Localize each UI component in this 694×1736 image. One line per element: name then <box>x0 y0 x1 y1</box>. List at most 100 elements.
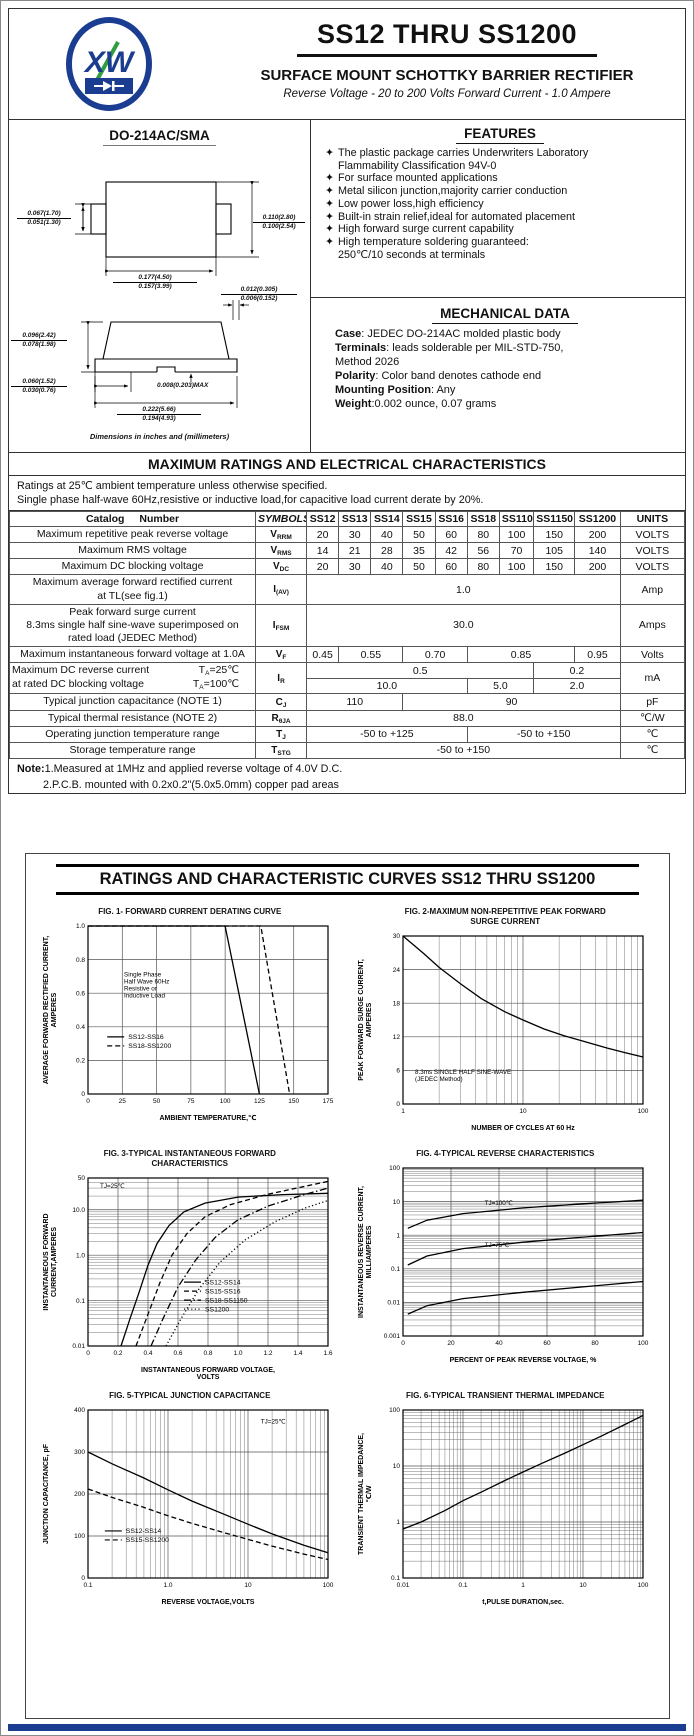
svg-text:1.6: 1.6 <box>323 1350 332 1357</box>
series-TJ=75℃ <box>407 1231 644 1266</box>
table-header-cell: SS1200 <box>574 511 621 528</box>
svg-text:0.2: 0.2 <box>76 1058 85 1065</box>
table-cell: Amp <box>619 574 686 605</box>
table-cell: 200 <box>574 526 621 544</box>
svg-text:1.0: 1.0 <box>76 923 85 930</box>
svg-text:SS12-SS16: SS12-SS16 <box>128 1034 164 1041</box>
table-header-row: Catalog Number SYMBOLS SS12 SS13 SS14 SS15 SS1… <box>8 511 686 528</box>
figure-caption: FIG. 5-TYPICAL JUNCTION CAPACITANCE <box>109 1391 271 1400</box>
table-cell: 0.45 <box>306 646 340 664</box>
title-rule <box>297 54 597 57</box>
table-cell: 0.70 <box>402 646 468 664</box>
svg-text:0.8: 0.8 <box>76 957 85 964</box>
header: XW SS12 THRU SS1200 SURFACE MOUNT SCHOTT… <box>9 9 685 120</box>
table-cell: ℃ <box>619 741 686 759</box>
ratings-table: Catalog Number SYMBOLS SS12 SS13 SS14 SS15 SS1… <box>8 511 686 759</box>
svg-text:TJ=75℃: TJ=75℃ <box>485 1242 510 1249</box>
features-list: ✦ The plastic package carries Underwriter… <box>325 147 675 262</box>
svg-text:100: 100 <box>638 1582 649 1589</box>
svg-text:1: 1 <box>397 1519 401 1526</box>
series-SS12-SS16 <box>87 925 260 1095</box>
dim-body-height: 0.110(2.80) 0.100(2.54) <box>253 214 305 231</box>
svg-text:200: 200 <box>74 1491 85 1498</box>
table-cell: VRRM <box>255 526 308 544</box>
table-cell: 70 <box>498 542 535 560</box>
series-surge <box>402 935 644 1058</box>
table-cell: 30 <box>338 558 372 576</box>
svg-text:1: 1 <box>397 1232 401 1239</box>
top-section: XW SS12 THRU SS1200 SURFACE MOUNT SCHOTT… <box>8 8 686 794</box>
table-row: Typical thermal resistance (NOTE 2) RθJA 8… <box>8 709 686 727</box>
table-cell: 30 <box>338 526 372 544</box>
svg-text:Half Wave 60Hz: Half Wave 60Hz <box>124 978 169 985</box>
mech-item: Polarity: Color band denotes cathode end <box>335 370 542 383</box>
svg-text:1.4: 1.4 <box>293 1350 302 1357</box>
svg-text:PERCENT OF PEAK REVERSE VOLTAG: PERCENT OF PEAK REVERSE VOLTAGE, % <box>450 1357 598 1364</box>
table-cell: ℃/W <box>619 709 686 727</box>
table-cell: 2.0 <box>533 677 621 695</box>
table-cell: 20 <box>306 526 340 544</box>
svg-text:0.4: 0.4 <box>143 1350 152 1357</box>
svg-text:150: 150 <box>288 1098 299 1105</box>
table-row: Maximum repetitive peak reverse voltage V… <box>8 526 686 544</box>
table-cell: 140 <box>574 542 621 560</box>
svg-text:30: 30 <box>393 933 401 940</box>
table-header-cell: UNITS <box>619 511 686 528</box>
svg-text:SS18-SS1150: SS18-SS1150 <box>205 1297 248 1304</box>
svg-text:300: 300 <box>74 1449 85 1456</box>
svg-text:0.1: 0.1 <box>83 1582 92 1589</box>
logo-icon: XW <box>66 17 152 111</box>
series-TJ=25℃ <box>407 1280 644 1315</box>
table-row: Typical junction capacitance (NOTE 1) CJ 1… <box>8 693 686 711</box>
table-cell: 56 <box>466 542 500 560</box>
table-header-cell: SS110 <box>498 511 535 528</box>
mech-item: Mounting Position: Any <box>335 384 456 397</box>
fig2-chart: 1 10 100 0 6 12 18 24 30 8.3ms SINGLE HALF SINE-W… <box>358 933 649 1132</box>
fig3-chart: 0 0.2 0.4 0.6 0.8 1.0 1.2 1.4 1.6 0.01 0.1 1.0 10.0 5… <box>43 1175 333 1381</box>
series-SS15-SS16 <box>135 1180 328 1347</box>
table-header-cell: SS15 <box>402 511 436 528</box>
svg-text:INSTANTANEOUS FORWARD: INSTANTANEOUS FORWARD <box>43 1213 50 1310</box>
table-cell: 80 <box>466 526 500 544</box>
svg-text:0: 0 <box>401 1340 405 1347</box>
svg-text:Single Phase: Single Phase <box>124 971 162 978</box>
table-cell: 100 <box>498 558 535 576</box>
table-cell: 10.0 <box>306 677 468 695</box>
svg-text:1.0: 1.0 <box>76 1252 85 1259</box>
svg-text:TJ=100℃: TJ=100℃ <box>485 1200 513 1207</box>
table-cell: 42 <box>434 542 468 560</box>
header-text: SS12 THRU SS1200 SURFACE MOUNT SCHOTTKY … <box>209 9 685 119</box>
table-cell: IFSM <box>255 603 308 648</box>
table-cell: Maximum DC blocking voltage <box>8 558 257 576</box>
table-cell: 40 <box>370 526 404 544</box>
svg-text:100: 100 <box>219 1098 230 1105</box>
feature-bullet-icon: ✦ <box>325 210 335 223</box>
table-cell: 88.0 <box>306 709 621 727</box>
table-header-cell: SS14 <box>370 511 404 528</box>
table-cell: VRMS <box>255 542 308 560</box>
svg-text:400: 400 <box>74 1407 85 1414</box>
svg-text:60: 60 <box>544 1340 552 1347</box>
svg-text:175: 175 <box>322 1098 333 1105</box>
note-line2: 2.P.C.B. mounted with 0.2x0.2"(5.0x5.0mm… <box>43 778 339 791</box>
table-cell: 150 <box>533 526 576 544</box>
feature-item: ✦ The plastic package carries Underwriter… <box>325 147 675 172</box>
figure-fig2: FIG. 2-MAXIMUM NON-REPETITIVE PEAK FORWA… <box>348 907 664 1145</box>
table-cell: Typical thermal resistance (NOTE 2) <box>8 709 257 727</box>
table-cell: VDC <box>255 558 308 576</box>
ratings-section-title: MAXIMUM RATINGS AND ELECTRICAL CHARACTER… <box>9 452 685 476</box>
table-header-cell: SS12 <box>306 511 340 528</box>
svg-text:INSTANTANEOUS FORWARD VOLTAGE,: INSTANTANEOUS FORWARD VOLTAGE, <box>141 1367 275 1374</box>
svg-text:10: 10 <box>520 1108 528 1115</box>
svg-text:SS1200: SS1200 <box>205 1306 229 1313</box>
svg-text:10: 10 <box>244 1582 252 1589</box>
table-cell: Maximum repetitive peak reverse voltage <box>8 526 257 544</box>
footer-rule <box>8 1724 686 1731</box>
svg-text:18: 18 <box>393 1000 401 1007</box>
table-cell: -50 to +150 <box>306 741 621 759</box>
feature-text: The plastic package carries Underwriters… <box>338 147 589 172</box>
fig1-chart: 0 25 50 75 100 125 150 175 0 0.2 0.4 0.6 0.8 1.0 SS12-… <box>43 923 334 1122</box>
feature-item: ✦ Built-in strain relief,ideal for automa… <box>325 211 675 224</box>
svg-text:100: 100 <box>322 1582 333 1589</box>
svg-text:1.0: 1.0 <box>163 1582 172 1589</box>
